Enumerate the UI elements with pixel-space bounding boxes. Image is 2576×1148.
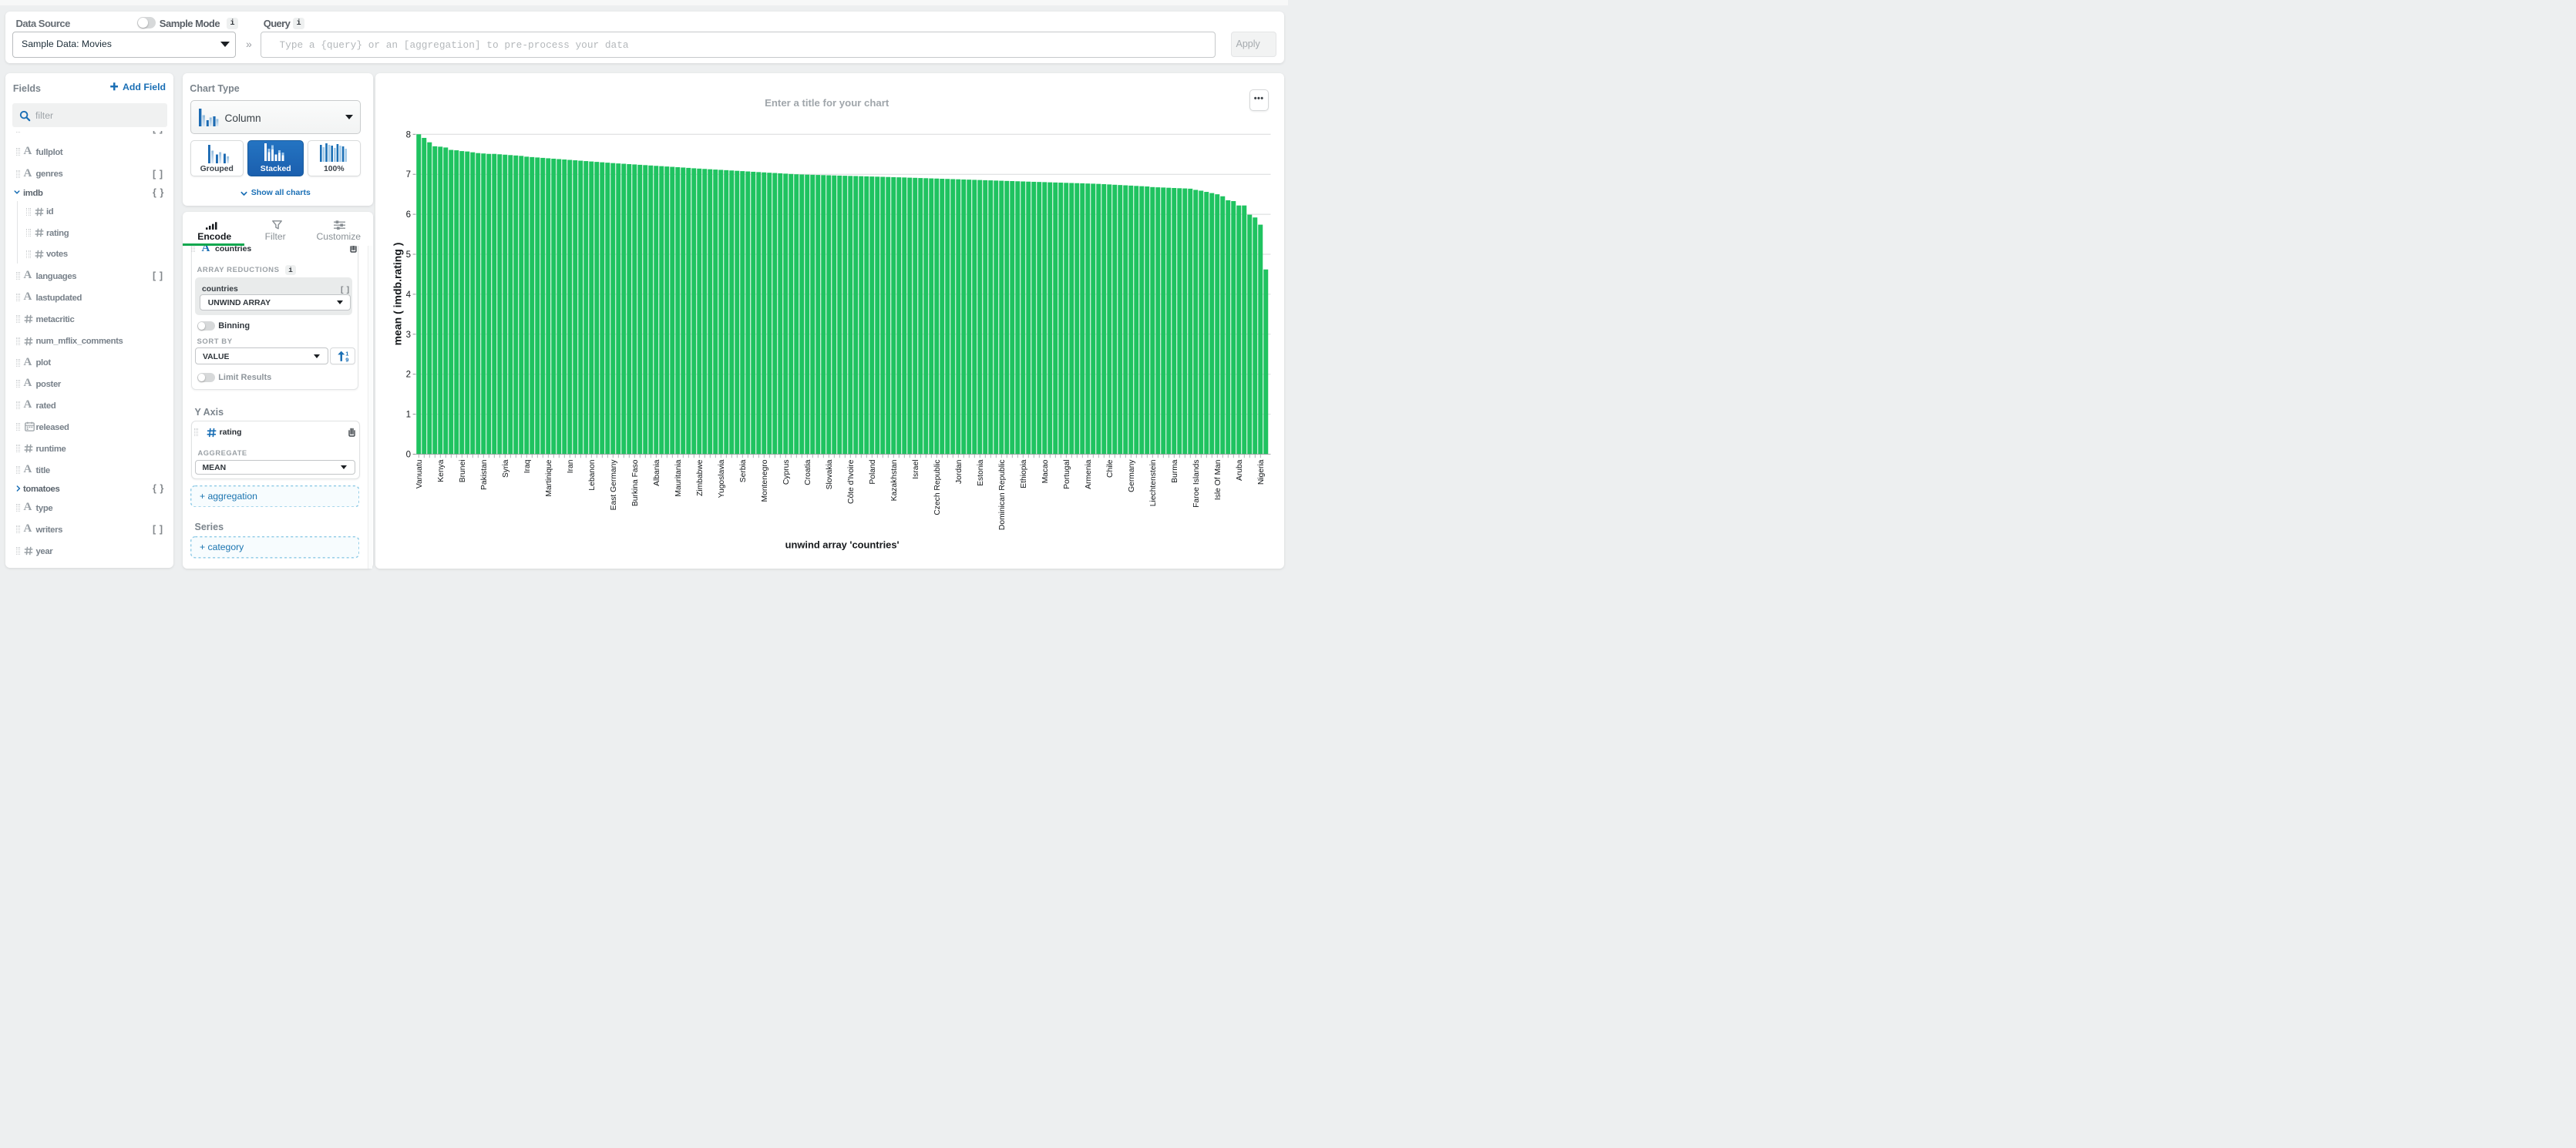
svg-text:mean ( imdb.rating ): mean ( imdb.rating ) [391,243,403,346]
svg-text:5: 5 [406,250,411,260]
svg-text:Kazakhstan: Kazakhstan [890,459,899,501]
svg-text:8: 8 [406,130,411,139]
svg-text:4: 4 [406,290,412,300]
svg-text:Mauritania: Mauritania [674,459,683,496]
svg-text:Chile: Chile [1106,459,1115,478]
svg-text:0: 0 [406,451,411,460]
svg-text:Israel: Israel [912,460,920,479]
svg-text:Burkina Faso: Burkina Faso [631,459,640,506]
svg-text:Cyprus: Cyprus [782,460,791,485]
svg-text:1: 1 [406,411,411,420]
svg-text:Jordan: Jordan [955,459,963,484]
svg-text:Yugoslavia: Yugoslavia [718,459,726,498]
svg-text:Ethiopia: Ethiopia [1020,459,1028,488]
svg-text:Dominican Republic: Dominican Republic [998,460,1007,531]
svg-text:Martinique: Martinique [545,459,553,496]
svg-text:3: 3 [406,331,411,340]
svg-text:Serbia: Serbia [739,459,748,482]
svg-text:Aruba: Aruba [1236,459,1244,481]
svg-text:Estonia: Estonia [977,459,985,486]
svg-text:Slovakia: Slovakia [826,459,834,489]
svg-text:1: 1 [345,351,348,357]
svg-text:Kenya: Kenya [437,459,446,482]
svg-text:Vanuatu: Vanuatu [415,459,424,488]
svg-text:Czech Republic: Czech Republic [933,460,942,515]
svg-text:2: 2 [406,371,411,380]
svg-text:Albania: Albania [653,459,661,486]
svg-text:Côte d'Ivoire: Côte d'Ivoire [847,459,856,504]
svg-text:Germany: Germany [1128,459,1136,492]
svg-text:Iran: Iran [567,459,575,473]
svg-text:Armenia: Armenia [1085,459,1093,489]
svg-text:Macao: Macao [1041,459,1050,483]
svg-text:Croatia: Croatia [804,459,812,485]
svg-text:Enter a title for your chart: Enter a title for your chart [765,97,889,109]
svg-text:Isle Of Man: Isle Of Man [1214,459,1222,500]
svg-text:East Germany: East Germany [610,459,618,511]
svg-text:Faroe Islands: Faroe Islands [1192,460,1201,508]
svg-text:Brunei: Brunei [459,460,467,483]
svg-text:9: 9 [345,356,348,362]
svg-text:Burma: Burma [1171,459,1179,483]
svg-text:Nigeria: Nigeria [1257,459,1266,485]
svg-text:Portugal: Portugal [1063,460,1071,489]
svg-text:Poland: Poland [869,459,877,484]
svg-text:Syria: Syria [502,459,510,478]
svg-text:Liechtenstein: Liechtenstein [1149,459,1158,506]
svg-text:Iraq: Iraq [523,459,532,473]
svg-text:Montenegro: Montenegro [761,459,769,502]
svg-text:Lebanon: Lebanon [588,459,597,490]
svg-text:unwind array 'countries': unwind array 'countries' [785,539,900,551]
svg-text:6: 6 [406,210,411,220]
svg-text:Zimbabwe: Zimbabwe [696,459,705,496]
svg-text:Pakistan: Pakistan [480,459,489,490]
svg-text:7: 7 [406,170,411,180]
